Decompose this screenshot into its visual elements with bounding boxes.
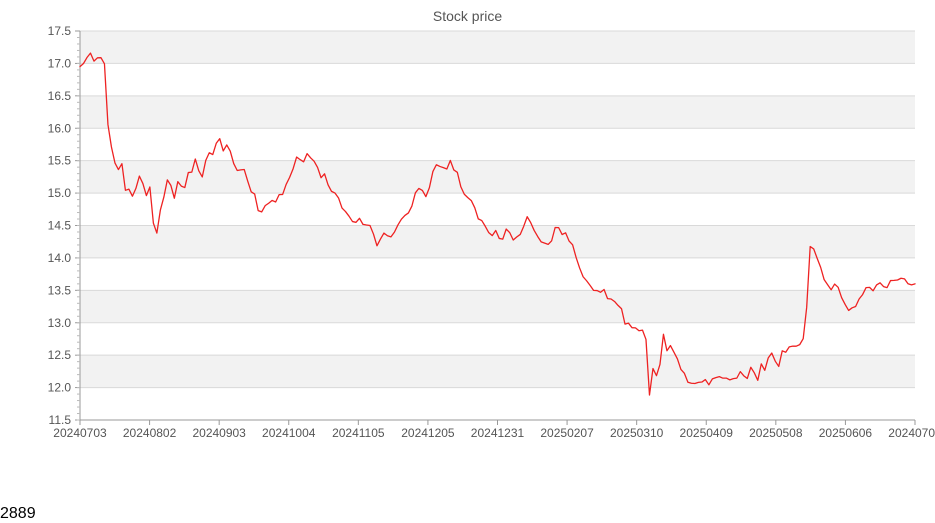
svg-text:20250409: 20250409 (680, 426, 734, 440)
svg-text:20240802: 20240802 (123, 426, 177, 440)
svg-text:20250310: 20250310 (610, 426, 664, 440)
svg-text:20241205: 20241205 (401, 426, 455, 440)
svg-text:12.5: 12.5 (48, 348, 72, 362)
svg-text:17.0: 17.0 (48, 56, 72, 70)
svg-text:20241105: 20241105 (332, 426, 385, 440)
svg-text:16.5: 16.5 (48, 89, 72, 103)
svg-text:15.5: 15.5 (48, 154, 72, 168)
svg-text:13.5: 13.5 (48, 283, 72, 297)
svg-text:20241231: 20241231 (471, 426, 525, 440)
svg-text:20240703: 20240703 (53, 426, 107, 440)
svg-text:20240703: 20240703 (888, 426, 935, 440)
svg-text:20250606: 20250606 (819, 426, 873, 440)
svg-text:13.0: 13.0 (48, 316, 72, 330)
svg-text:20241004: 20241004 (262, 426, 316, 440)
svg-text:20250207: 20250207 (540, 426, 594, 440)
svg-text:14.5: 14.5 (48, 219, 72, 233)
svg-text:20250508: 20250508 (749, 426, 803, 440)
svg-text:16.0: 16.0 (48, 121, 72, 135)
svg-text:15.0: 15.0 (48, 186, 72, 200)
svg-text:14.0: 14.0 (48, 251, 72, 265)
svg-text:12.0: 12.0 (48, 381, 72, 395)
svg-text:11.5: 11.5 (49, 413, 72, 427)
svg-text:20240903: 20240903 (192, 426, 246, 440)
svg-text:17.5: 17.5 (48, 24, 72, 38)
